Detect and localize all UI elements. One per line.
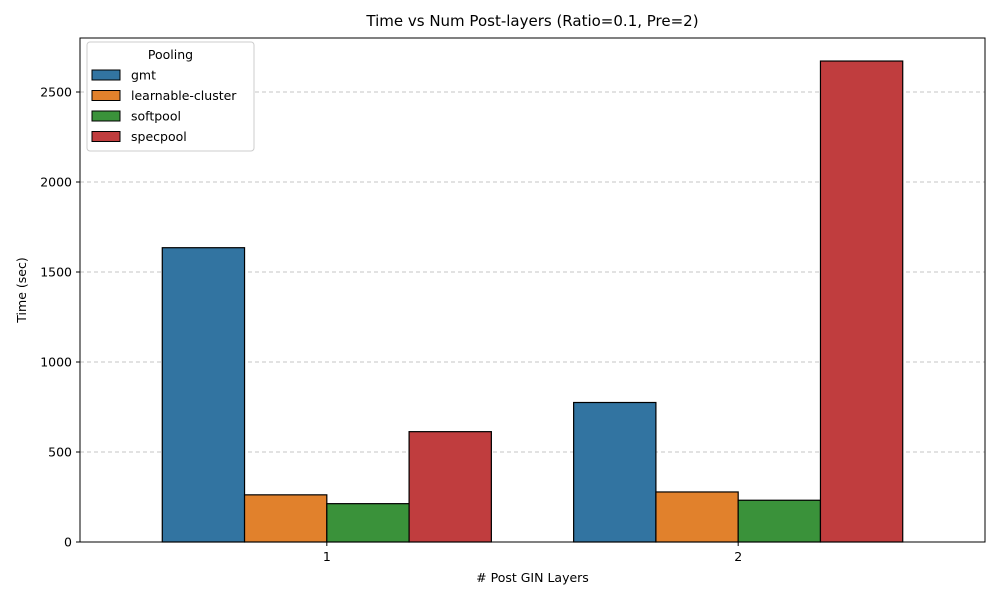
legend-label-learnable-cluster: learnable-cluster <box>131 88 237 103</box>
y-tick-label: 2500 <box>40 85 72 100</box>
legend-swatch-softpool <box>91 110 121 122</box>
legend-title: Pooling <box>148 47 193 62</box>
bar-softpool <box>737 499 822 543</box>
bar-specpool <box>819 60 904 543</box>
plot-frame <box>79 37 986 543</box>
y-tick-label: 500 <box>48 445 72 460</box>
legend-items: gmt learnable-cluster softpool specpool <box>91 68 237 144</box>
y-axis-ticks: 0 500 1000 1500 2000 2500 <box>40 85 80 550</box>
legend-swatch-gmt <box>91 69 121 81</box>
legend-box <box>86 41 255 152</box>
y-axis-label: Time (sec) <box>14 257 29 323</box>
bar-learnable-cluster <box>243 494 328 543</box>
bar-gmt <box>161 247 246 543</box>
x-axis-label: # Post GIN Layers <box>476 570 589 585</box>
legend-swatch-learnable-cluster <box>91 90 121 101</box>
bar-specpool <box>408 431 492 543</box>
bar-softpool <box>326 503 410 543</box>
x-tick-label: 1 <box>323 549 331 564</box>
bar-gmt <box>573 401 657 543</box>
legend-label-gmt: gmt <box>131 68 156 83</box>
legend: Pooling gmt learnable-cluster softpool spec… <box>86 41 255 152</box>
bar-learnable-cluster <box>655 491 739 543</box>
bars <box>161 60 904 543</box>
chart-title: Time vs Num Post-layers (Ratio=0.1, Pre=… <box>365 12 698 30</box>
y-tick-label: 0 <box>64 535 72 550</box>
legend-label-softpool: softpool <box>131 109 181 124</box>
y-tick-label: 1500 <box>40 265 72 280</box>
y-tick-label: 1000 <box>40 355 72 370</box>
x-tick-label: 2 <box>734 549 742 564</box>
legend-swatch-specpool <box>91 131 121 142</box>
legend-label-specpool: specpool <box>131 129 187 144</box>
y-tick-label: 2000 <box>40 175 72 190</box>
